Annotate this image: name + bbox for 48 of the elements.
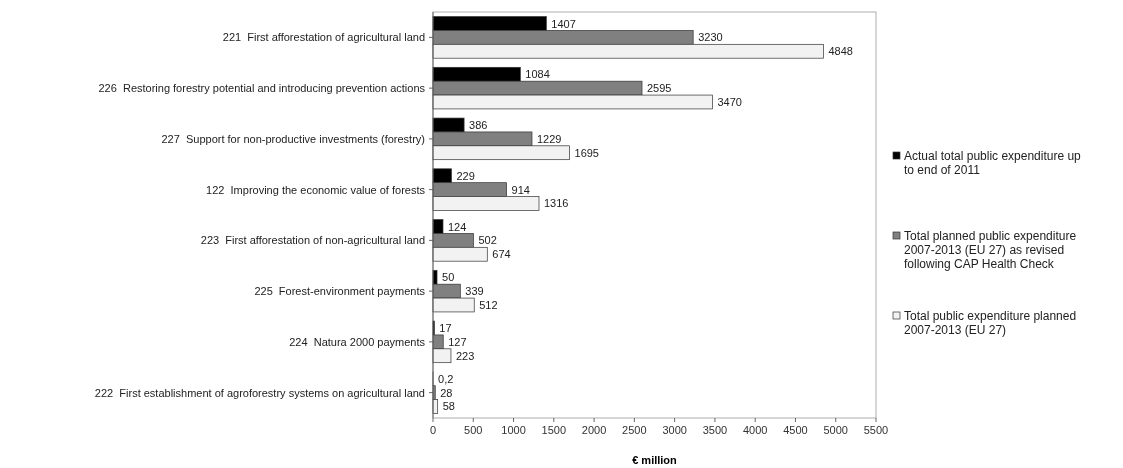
data-label: 28: [440, 386, 453, 399]
data-label: 127: [448, 335, 467, 348]
y-tick-label: 223 First afforestation of non-agricultural land: [200, 234, 425, 247]
data-label: 674: [492, 248, 511, 261]
data-label: 3470: [717, 96, 742, 108]
data-label: 1229: [536, 132, 562, 145]
x-axis-title: € million: [632, 454, 678, 466]
data-label: 58: [442, 400, 455, 413]
data-label: 0,2: [438, 372, 454, 385]
y-tick-label: 122 Improving the economic value of forests: [206, 183, 426, 196]
x-tick-label: 3500: [702, 424, 728, 436]
y-tick-label: 222 First establishment of agroforestry systems on agricultural land: [94, 386, 425, 399]
data-label: 124: [447, 220, 467, 233]
x-tick-label: 4000: [742, 424, 768, 436]
data-label: 502: [478, 234, 497, 247]
data-label: 229: [456, 169, 475, 182]
data-label: 1695: [574, 146, 600, 159]
legend-label: Total public expenditure planned 2007-2013 (EU 27): [904, 309, 1077, 337]
data-label: 1084: [525, 68, 550, 81]
legend-label: Total planned public expenditure 2007-2013 (EU 27) as revised following CAP Health Check: [904, 229, 1077, 271]
x-tick-label: 3000: [662, 424, 687, 436]
data-label: 512: [479, 299, 498, 311]
y-tick-label: 221 First afforestation of agricultural land: [222, 31, 425, 44]
data-label: 223: [455, 349, 475, 362]
data-label: 1316: [544, 197, 569, 210]
x-tick-label: 4500: [783, 424, 808, 436]
data-label: 1407: [551, 17, 576, 30]
data-label: 50: [442, 271, 455, 284]
x-tick-label: 500: [464, 424, 483, 436]
data-label: 4848: [828, 45, 853, 58]
y-tick-label: 224 Natura 2000 payments: [289, 335, 426, 348]
x-tick-label: 1500: [541, 424, 567, 436]
x-tick-label: 2000: [581, 424, 607, 436]
y-tick-label: 226 Restoring forestry potential and introducing prevention actions: [98, 82, 426, 95]
data-label: 17: [439, 322, 452, 334]
y-tick-label: 227 Support for non-productive investments (forestry): [161, 132, 425, 145]
x-tick-label: 5500: [863, 424, 889, 436]
data-label: 386: [469, 119, 488, 131]
x-tick-label: 2500: [622, 424, 647, 436]
x-tick-label: 5000: [823, 424, 848, 436]
legend-label: Actual total public expenditure up to end of 2011: [904, 149, 1082, 177]
data-label: 339: [465, 285, 484, 298]
data-label: 3230: [698, 31, 723, 44]
data-label: 2595: [647, 82, 672, 95]
x-tick-label: 0: [429, 424, 437, 436]
y-tick-label: 225 Forest-environment payments: [254, 285, 426, 298]
data-label: 914: [511, 183, 530, 196]
x-tick-label: 1000: [501, 424, 526, 436]
